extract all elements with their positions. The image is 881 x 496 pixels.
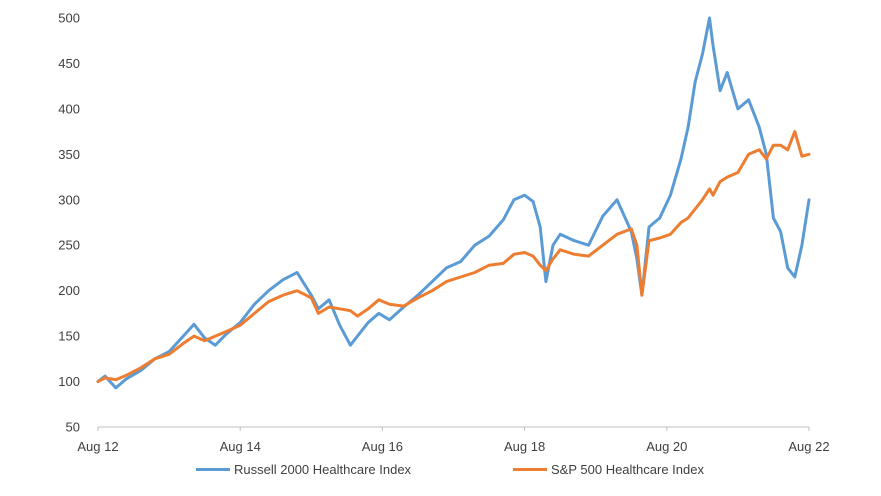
series-lines: [96, 16, 811, 390]
x-tick-label: Aug 18: [504, 439, 545, 454]
y-tick-label: 300: [58, 192, 80, 207]
y-tick-label: 200: [58, 283, 80, 298]
y-tick-label: 450: [58, 56, 80, 71]
x-tick-label: Aug 14: [220, 439, 261, 454]
chart-legend: Russell 2000 Healthcare Index S&P 500 He…: [0, 462, 881, 484]
y-tick-label: 400: [58, 101, 80, 116]
x-tick-label: Aug 20: [646, 439, 687, 454]
legend-label-series-0: Russell 2000 Healthcare Index: [234, 462, 412, 477]
legend-swatch-series-1: [513, 468, 547, 471]
y-tick-label: 350: [58, 147, 80, 162]
x-tick-label: Aug 16: [362, 439, 403, 454]
x-axis-tick-labels: Aug 12 Aug 14 Aug 16 Aug 18 Aug 20 Aug 22: [77, 427, 830, 454]
y-tick-label: 50: [66, 420, 80, 435]
legend-swatch-series-0: [196, 468, 230, 471]
y-tick-label: 150: [58, 329, 80, 344]
legend-label-series-1: S&P 500 Healthcare Index: [551, 462, 704, 477]
legend-item-series-1: S&P 500 Healthcare Index: [513, 462, 704, 477]
y-tick-label: 500: [58, 11, 80, 26]
y-tick-label: 250: [58, 238, 80, 253]
x-tick-label: Aug 22: [788, 439, 829, 454]
series-line-0: [96, 16, 811, 390]
x-tick-label: Aug 12: [77, 439, 118, 454]
y-tick-label: 100: [58, 374, 80, 389]
y-axis-tick-labels: 50 100 150 200 250 300 350 400 450 500: [58, 11, 80, 435]
legend-item-series-0: Russell 2000 Healthcare Index: [196, 462, 411, 477]
series-line-1: [96, 130, 811, 384]
